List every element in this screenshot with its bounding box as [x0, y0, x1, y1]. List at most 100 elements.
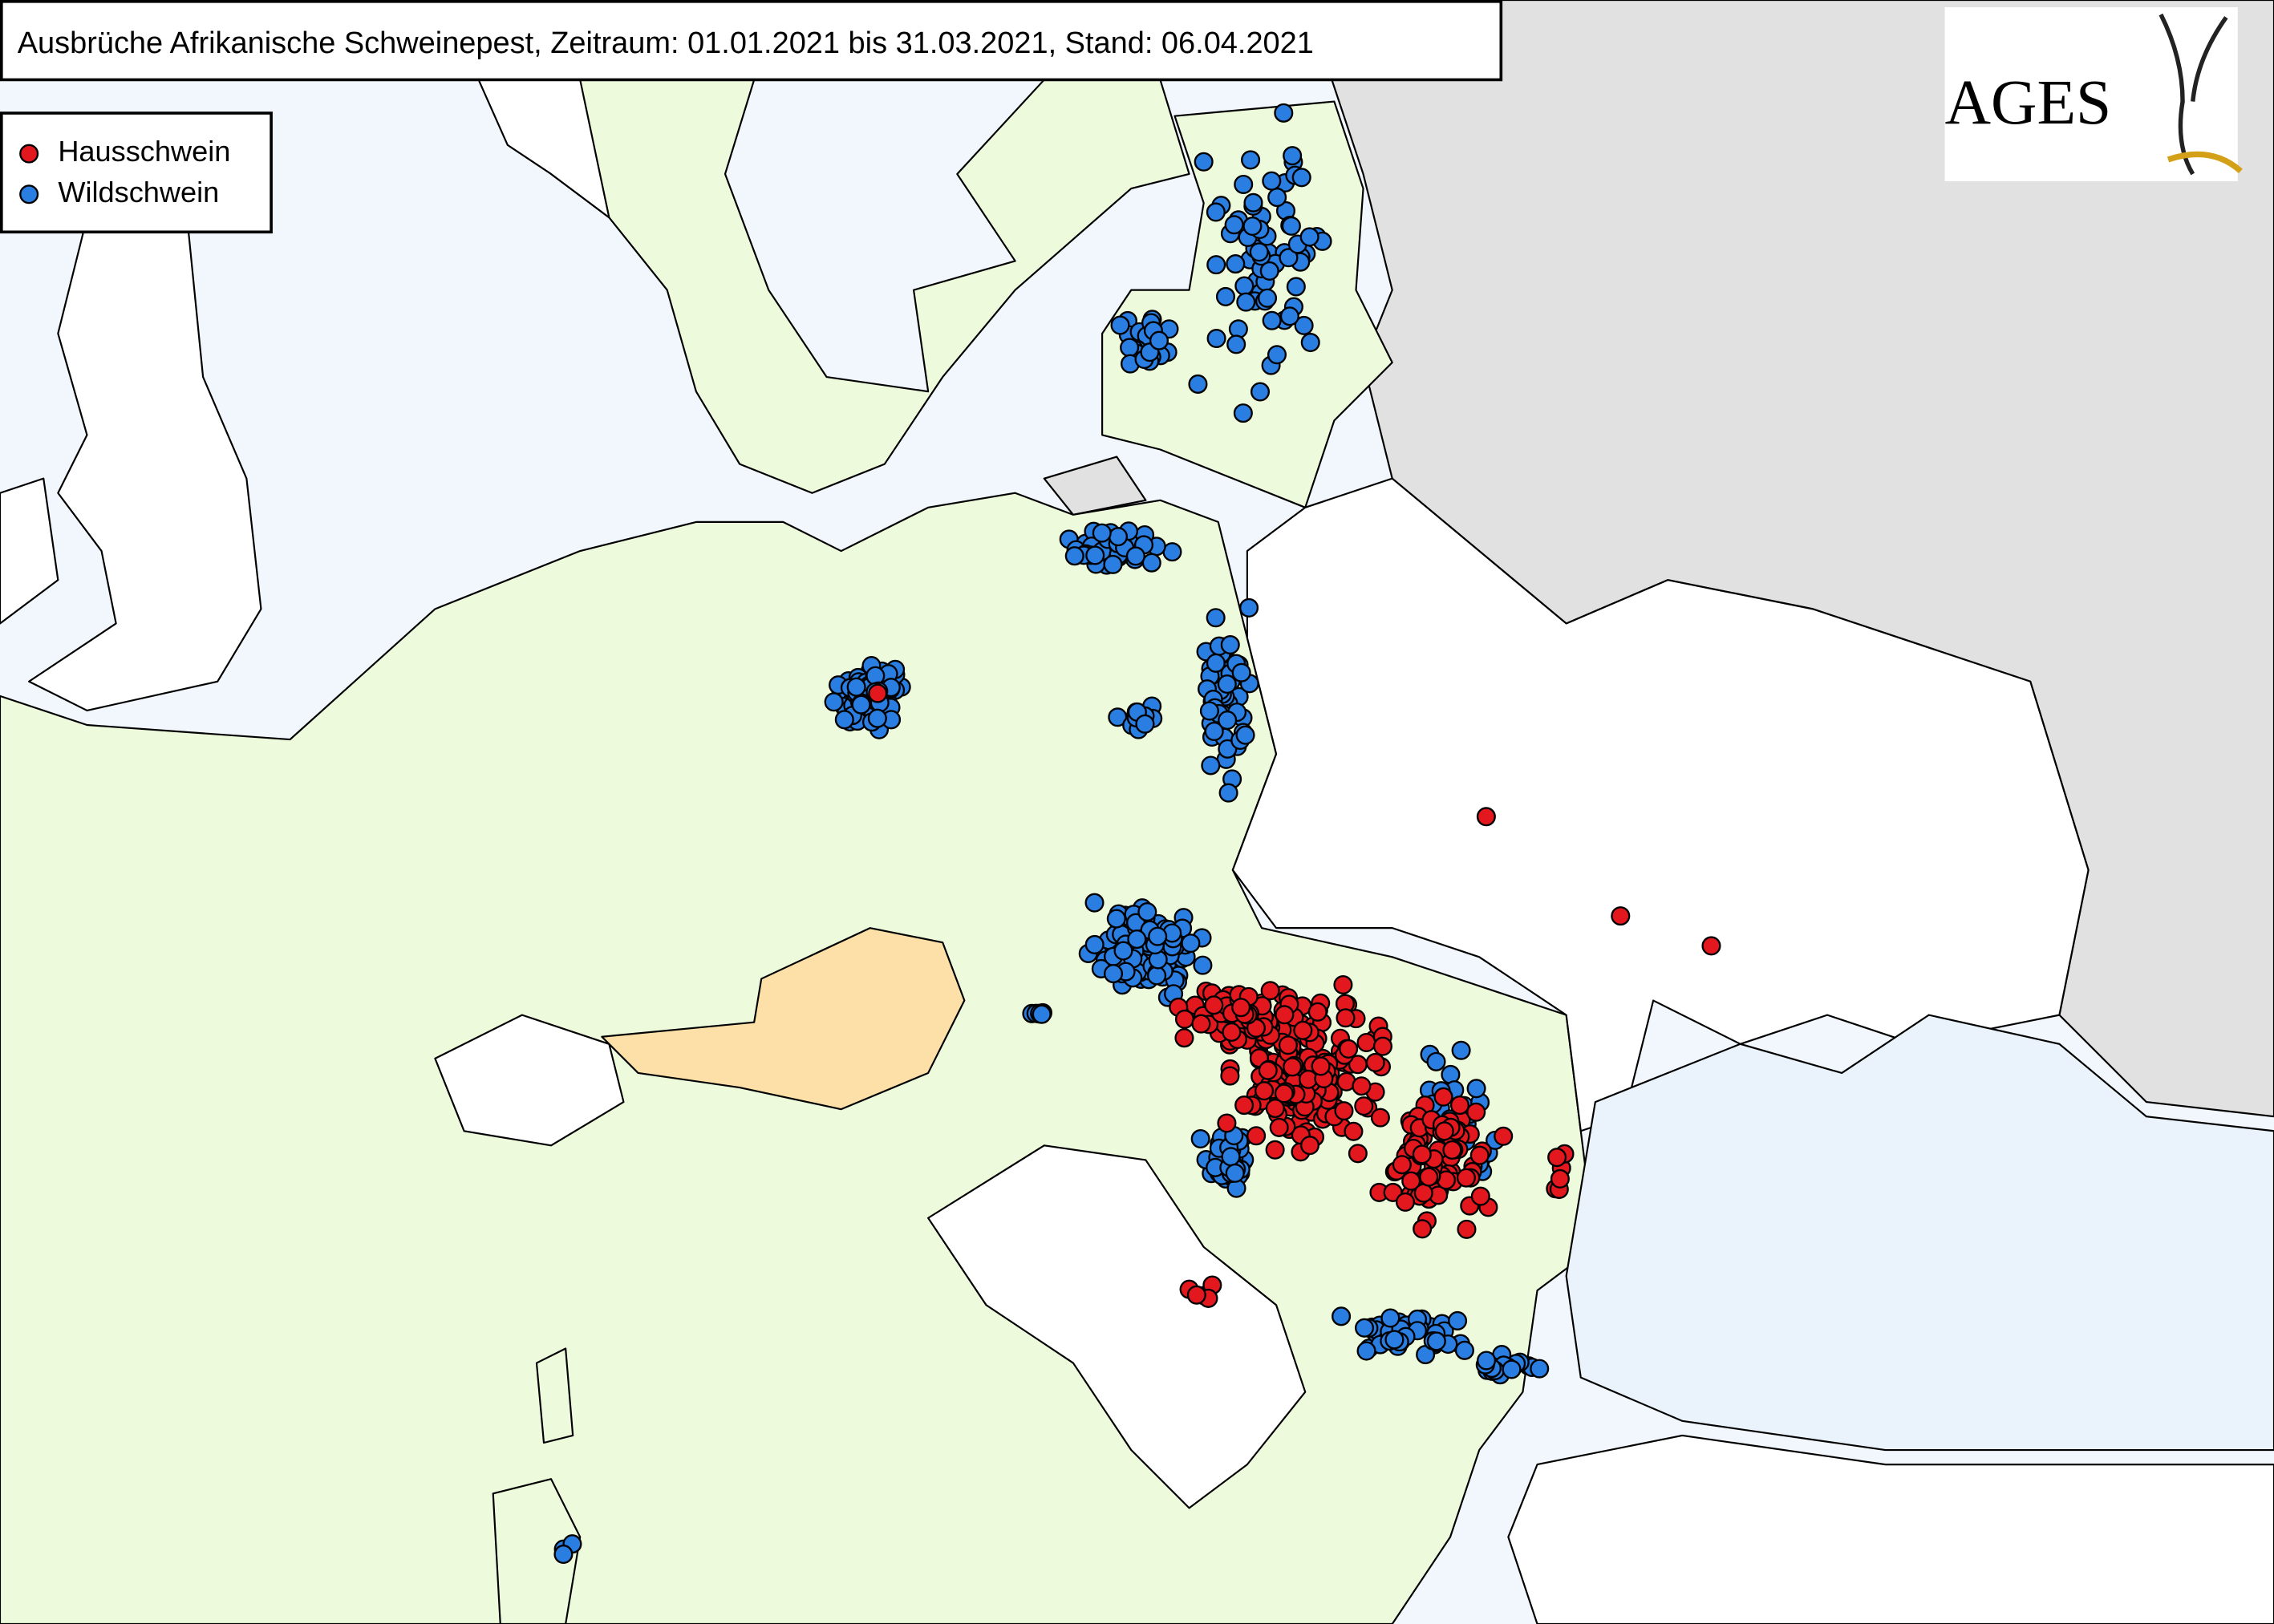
outbreak-dot — [1413, 1183, 1433, 1203]
outbreak-dot — [1226, 334, 1246, 354]
outbreak-dot — [1433, 1087, 1453, 1107]
outbreak-dot — [1449, 1095, 1469, 1116]
austria — [601, 927, 966, 1111]
outbreak-dot — [1279, 306, 1299, 326]
outbreak-dot — [1206, 255, 1226, 275]
outbreak-dot — [1224, 215, 1244, 235]
outbreak-dot — [1370, 1108, 1390, 1128]
outbreak-dot — [1354, 1318, 1375, 1338]
outbreak-dot — [1234, 1095, 1255, 1116]
outbreak-dot — [1278, 1035, 1298, 1055]
outbreak-dot — [824, 692, 844, 712]
outbreak-dot — [1354, 1096, 1374, 1116]
outbreak-dot — [1262, 310, 1282, 330]
outbreak-dot — [1103, 554, 1123, 574]
outbreak-dot — [1267, 188, 1287, 208]
outbreak-dot — [1258, 288, 1278, 308]
outbreak-dot — [1380, 1308, 1400, 1328]
outbreak-dot — [1333, 974, 1353, 995]
outbreak-dot — [1332, 1306, 1352, 1326]
outbreak-dot — [1434, 1121, 1454, 1141]
outbreak-dot — [1466, 1079, 1486, 1099]
title-box — [0, 0, 1503, 82]
outbreak-dot — [1084, 893, 1105, 913]
outbreak-dot — [1413, 1219, 1433, 1239]
outbreak-dot — [1311, 1056, 1331, 1076]
outbreak-dot — [1226, 254, 1246, 274]
outbreak-dot — [1113, 941, 1133, 961]
outbreak-dot — [1395, 1192, 1416, 1212]
outbreak-dot — [1356, 1341, 1376, 1361]
outbreak-dot — [1260, 981, 1280, 1001]
outbreak-dot — [1186, 1285, 1206, 1305]
legend-box — [0, 111, 273, 234]
outbreak-dot — [1294, 315, 1314, 335]
outbreak-dot — [1135, 714, 1155, 734]
outbreak-dot — [1274, 1083, 1294, 1104]
logo-swoosh — [2167, 151, 2243, 174]
outbreak-dot — [1141, 553, 1161, 573]
outbreak-dot — [1235, 725, 1255, 745]
outbreak-dot — [1454, 1340, 1474, 1360]
outbreak-dot — [1352, 1076, 1372, 1096]
outbreak-dot — [1451, 1040, 1471, 1060]
outbreak-dot — [1218, 783, 1238, 803]
outbreak-dot — [1283, 1057, 1303, 1077]
outbreak-dot — [1104, 964, 1124, 984]
outbreak-dot — [1206, 653, 1226, 673]
outbreak-dot — [1246, 1126, 1267, 1146]
outbreak-dot — [1348, 1144, 1368, 1164]
outbreak-dot — [1476, 807, 1496, 827]
outbreak-dot — [1241, 150, 1261, 170]
great-britain — [28, 217, 262, 712]
legend-marker — [19, 144, 39, 164]
outbreak-dot — [1204, 721, 1224, 741]
outbreak-dot — [867, 708, 887, 728]
logo-text: AGES — [1945, 67, 2112, 138]
outbreak-dot — [1365, 1052, 1385, 1072]
outbreak-dot — [1149, 330, 1169, 350]
outbreak-dot — [1426, 1051, 1446, 1071]
outbreak-dot — [846, 677, 866, 697]
outbreak-dot — [1255, 1081, 1275, 1101]
outbreak-dot — [1032, 1004, 1052, 1024]
outbreak-dot — [1470, 1186, 1490, 1206]
outbreak-dot — [1234, 276, 1255, 296]
outbreak-dot — [1206, 202, 1226, 222]
outbreak-dot — [1108, 527, 1129, 547]
outbreak-dot — [868, 683, 888, 703]
outbreak-dot — [1307, 1002, 1328, 1022]
outbreak-dot — [1084, 934, 1105, 954]
outbreak-dot — [1092, 523, 1112, 543]
switzerland — [434, 1014, 625, 1147]
kaliningrad — [1043, 456, 1147, 516]
outbreak-dot — [1201, 755, 1221, 776]
outbreak-dot — [1174, 1009, 1195, 1029]
outbreak-dot — [1064, 546, 1084, 566]
outbreak-dot — [1550, 1168, 1570, 1189]
outbreak-dot — [1300, 333, 1320, 353]
outbreak-dot — [1120, 338, 1140, 358]
turkey — [1507, 1434, 2274, 1624]
outbreak-dot — [1231, 998, 1251, 1018]
outbreak-dot — [1217, 1113, 1237, 1133]
outbreak-dot — [1293, 1020, 1313, 1040]
outbreak-dot — [1137, 902, 1157, 922]
outbreak-dot — [1401, 1171, 1421, 1191]
outbreak-dot — [1356, 1032, 1376, 1053]
outbreak-dot — [1426, 1331, 1446, 1351]
outbreak-dot — [1469, 1145, 1490, 1165]
outbreak-layer — [553, 103, 1721, 1565]
outbreak-dot — [1108, 707, 1128, 727]
outbreak-dot — [1190, 1129, 1210, 1149]
outbreak-dot — [1249, 242, 1269, 262]
outbreak-dot — [1221, 1147, 1241, 1167]
outbreak-dot — [553, 1545, 574, 1565]
outbreak-dot — [1234, 174, 1254, 195]
legend-marker — [19, 184, 39, 205]
outbreak-dot — [1265, 1099, 1285, 1119]
outbreak-dot — [1148, 926, 1168, 946]
outbreak-dot — [1283, 146, 1303, 166]
outbreak-dot — [1286, 277, 1306, 297]
